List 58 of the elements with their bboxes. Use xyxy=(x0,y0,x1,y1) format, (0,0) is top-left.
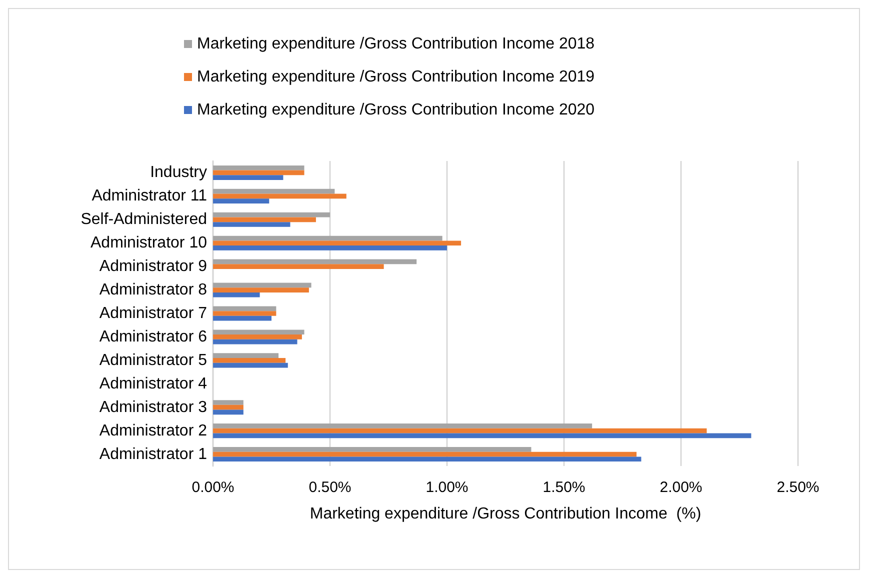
bar xyxy=(213,222,290,227)
bar xyxy=(213,170,304,176)
bar xyxy=(213,334,302,340)
x-tick-label: 2.00% xyxy=(660,479,702,496)
bar xyxy=(213,362,288,368)
bar xyxy=(213,358,286,363)
legend-label: Marketing expenditure /Gross Contribution Income 2020 xyxy=(197,102,595,118)
bar xyxy=(213,306,276,312)
y-tick-label: Administrator 8 xyxy=(99,282,208,299)
x-tick-label: 0.00% xyxy=(192,479,234,496)
y-tick-label: Administrator 5 xyxy=(99,352,208,369)
bar xyxy=(213,217,316,222)
bar xyxy=(213,400,244,405)
bar xyxy=(213,424,592,428)
bar xyxy=(213,165,304,170)
bar xyxy=(213,246,447,250)
bar xyxy=(213,316,272,321)
y-tick-label: Administrator 4 xyxy=(99,375,208,392)
y-tick-label: Administrator 6 xyxy=(99,328,208,346)
legend-label: Marketing expenditure /Gross Contribution Income 2018 xyxy=(197,36,595,52)
y-tick-label: Administrator 7 xyxy=(99,305,208,322)
bar xyxy=(213,264,384,269)
bar xyxy=(213,288,309,292)
bar xyxy=(213,175,284,180)
y-tick-label: Administrator 2 xyxy=(99,422,208,440)
bar xyxy=(213,188,335,194)
bar xyxy=(213,330,304,335)
bar xyxy=(213,456,642,462)
bar xyxy=(213,236,442,241)
y-tick-label: Industry xyxy=(150,164,207,182)
x-tick-label: 0.50% xyxy=(308,479,352,496)
bar xyxy=(213,353,279,358)
bar xyxy=(213,410,244,415)
bar xyxy=(213,240,462,246)
bar xyxy=(213,433,752,438)
x-tick-label: 1.00% xyxy=(426,479,468,496)
legend-label: Marketing expenditure /Gross Contribution Income 2019 xyxy=(197,68,595,86)
y-tick-label: Administrator 11 xyxy=(92,188,208,205)
bar xyxy=(213,428,707,434)
bar xyxy=(213,404,244,410)
x-axis-title: Marketing expenditure /Gross Contribution Income (%) xyxy=(310,506,702,522)
bar xyxy=(213,311,276,316)
bar xyxy=(213,259,417,264)
bar xyxy=(213,446,532,452)
y-tick-label: Administrator 9 xyxy=(99,258,208,276)
bar xyxy=(213,452,637,457)
y-tick-label: Administrator 10 xyxy=(90,234,208,252)
y-tick-label: Self-Administered xyxy=(80,211,207,228)
bar xyxy=(213,212,330,218)
bar xyxy=(213,198,270,204)
bar xyxy=(213,339,298,344)
y-tick-label: Administrator 1 xyxy=(99,446,208,463)
bar xyxy=(213,282,312,288)
bar xyxy=(213,292,260,298)
bar xyxy=(213,194,346,199)
x-tick-label: 1.50% xyxy=(542,479,586,496)
x-tick-label: 2.50% xyxy=(776,479,820,496)
y-tick-label: Administrator 3 xyxy=(99,398,208,416)
